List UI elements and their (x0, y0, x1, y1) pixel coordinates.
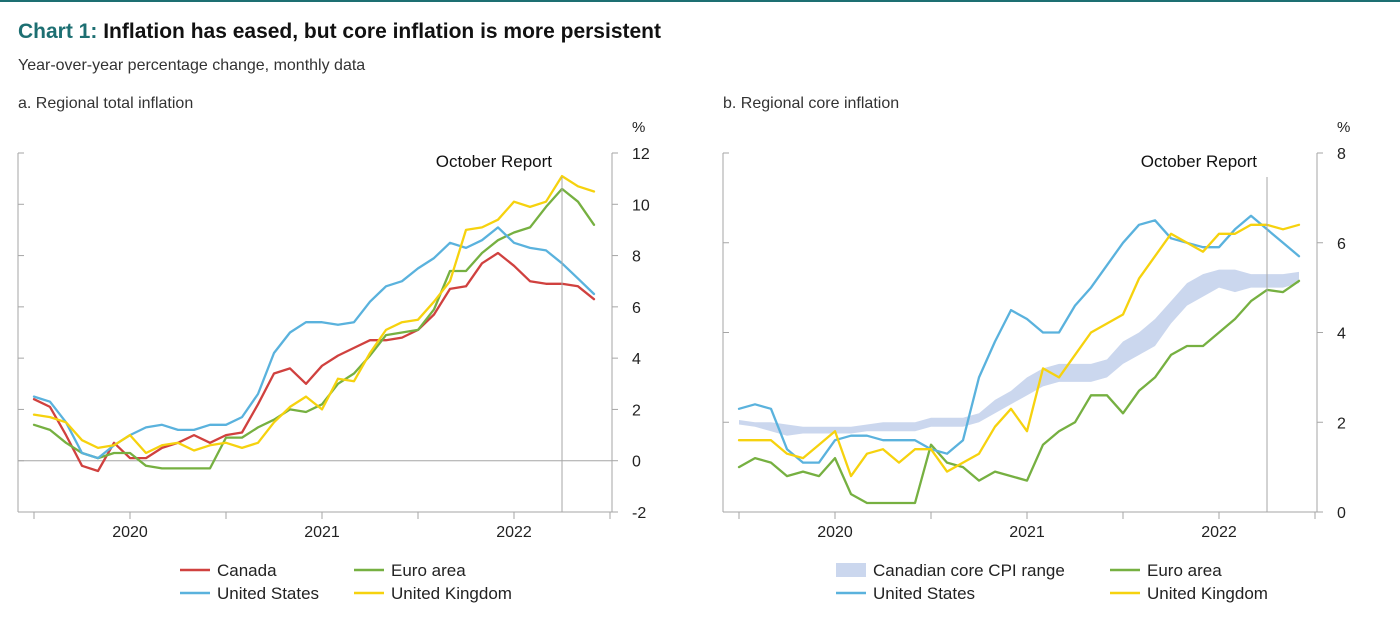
x-tick-label: 2021 (1009, 524, 1045, 541)
series-united-states-line (737, 214, 1301, 464)
y-tick-label: 10 (632, 197, 650, 214)
top-rule (0, 0, 1400, 2)
x-tick-label: 2022 (1201, 524, 1237, 541)
x-tick-label: 2021 (304, 524, 340, 541)
y-tick-label: 8 (1337, 146, 1346, 163)
x-tick-label: 2020 (817, 524, 853, 541)
chart-title: Chart 1: Inflation has eased, but core i… (18, 20, 661, 44)
x-tick-label: 2022 (496, 524, 532, 541)
y-unit-label: % (1337, 119, 1350, 136)
chart-title-text: Inflation has eased, but core inflation … (103, 20, 661, 43)
legend-b-euro-area-label: Euro area (1147, 561, 1222, 580)
y-tick-label: 8 (632, 249, 641, 266)
legend-core-cpi-range-label: Canadian core CPI range (873, 561, 1065, 580)
legend-b-united-states-label: United States (873, 584, 975, 603)
legend-canada-label: Canada (217, 561, 277, 580)
y-tick-label: 2 (1337, 415, 1346, 432)
x-tick-label: 2020 (112, 524, 148, 541)
y-tick-label: 6 (1337, 236, 1346, 253)
y-unit-label: % (632, 119, 645, 136)
y-tick-label: 4 (1337, 326, 1346, 343)
y-tick-label: 0 (1337, 505, 1346, 522)
panel-a-chart: -2 0 2 4 6 8 10 12% 2020 2021 2022 October Report (17, 119, 650, 541)
series-euro-area-line (737, 279, 1301, 505)
series-united-kingdom-line (737, 223, 1301, 478)
legend-united-states-label: United States (217, 584, 319, 603)
legend-b-united-kingdom-label: United Kingdom (1147, 584, 1268, 603)
y-tick-label: 0 (632, 454, 641, 471)
y-tick-label: -2 (632, 505, 646, 522)
series-canada-line (32, 251, 596, 473)
legend-core-cpi-range-swatch (836, 563, 866, 577)
series-united-kingdom-line (32, 174, 596, 455)
panel-a-label: a. Regional total inflation (18, 95, 194, 112)
legend-a: Canada Euro area United States United Kingd… (180, 561, 512, 603)
chart-number: Chart 1: (18, 20, 98, 43)
legend-euro-area-label: Euro area (391, 561, 466, 580)
y-tick-label: 6 (632, 300, 641, 317)
y-tick-label: 2 (632, 402, 641, 419)
october-report-annotation: October Report (436, 152, 552, 171)
y-tick-label: 12 (632, 146, 650, 163)
legend-b: Canadian core CPI range Euro area United S… (836, 561, 1268, 603)
panel-b-chart: 0 2 4 6 8% 2020 2021 2022 October Report (722, 119, 1350, 541)
series-euro-area-line (32, 187, 596, 470)
october-report-annotation: October Report (1141, 152, 1257, 171)
series-core-cpi-range-band (739, 269, 1300, 436)
y-tick-label: 4 (632, 351, 641, 368)
legend-united-kingdom-label: United Kingdom (391, 584, 512, 603)
chart-subtitle: Year-over-year percentage change, monthl… (18, 57, 366, 74)
panel-b-label: b. Regional core inflation (723, 95, 900, 112)
